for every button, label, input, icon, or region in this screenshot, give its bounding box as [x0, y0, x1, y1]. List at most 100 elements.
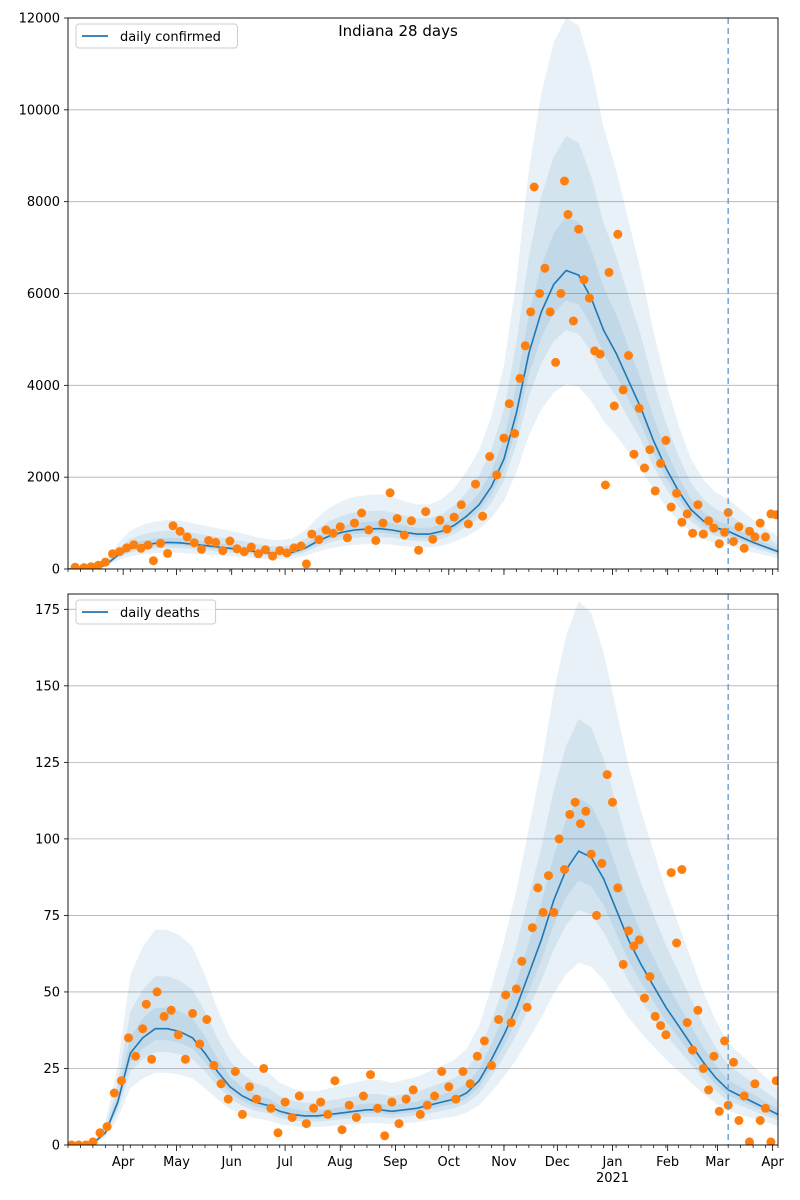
data-point: [709, 1051, 719, 1061]
data-point: [252, 1094, 262, 1104]
data-point: [522, 1002, 532, 1012]
data-point: [351, 1113, 361, 1122]
data-point: [492, 470, 502, 480]
data-point: [321, 525, 331, 535]
y-tick-label: 25: [43, 1062, 60, 1077]
data-point: [661, 435, 671, 445]
x-tick-label: Aug: [328, 1155, 353, 1170]
data-point: [173, 1030, 183, 1040]
data-point: [463, 519, 473, 529]
data-point: [618, 959, 628, 969]
uncertainty-band-3: [68, 798, 778, 1145]
data-point: [624, 351, 633, 360]
data-point: [545, 307, 555, 317]
data-point: [608, 797, 617, 807]
data-point: [745, 526, 754, 536]
data-point: [108, 549, 117, 559]
data-point: [309, 1103, 319, 1113]
plot-frame: [67, 593, 779, 1146]
data-point: [449, 512, 459, 522]
data-point: [720, 527, 730, 537]
data-point: [672, 488, 682, 498]
data-point: [81, 1140, 91, 1145]
data-point: [401, 1094, 411, 1104]
data-point: [245, 1082, 254, 1092]
data-point: [533, 883, 543, 893]
data-point: [273, 1128, 283, 1138]
data-point: [202, 1015, 212, 1024]
data-point: [560, 176, 569, 186]
data-point: [595, 349, 605, 359]
data-point: [70, 562, 80, 569]
data-point: [414, 545, 424, 555]
data-point: [472, 1051, 482, 1061]
data-point: [745, 1137, 754, 1145]
data-point: [88, 1137, 98, 1145]
data-point: [604, 267, 614, 277]
data-point: [109, 1088, 119, 1098]
data-point: [289, 543, 299, 553]
data-point: [471, 479, 480, 489]
data-point: [163, 548, 173, 558]
data-point: [677, 517, 687, 527]
data-point: [771, 510, 778, 520]
data-point: [237, 1109, 247, 1119]
data-point: [487, 1060, 496, 1070]
data-point: [223, 1094, 233, 1104]
data-point: [761, 1103, 770, 1113]
data-point: [656, 1021, 666, 1031]
data-point: [661, 1030, 671, 1040]
data-point: [428, 534, 438, 544]
data-point: [93, 560, 103, 569]
data-point: [766, 1137, 776, 1145]
y-tick-label: 150: [35, 679, 60, 694]
data-point: [504, 399, 514, 409]
data-point: [734, 1116, 744, 1125]
data-point: [698, 1064, 708, 1073]
legend-label: daily confirmed: [120, 30, 221, 45]
y-tick-label: 0: [52, 563, 60, 578]
data-point: [570, 797, 580, 807]
data-point: [138, 1024, 148, 1034]
uncertainty-band-2: [68, 718, 778, 1145]
data-point: [592, 910, 601, 920]
data-point: [750, 1079, 760, 1089]
data-point: [499, 433, 509, 443]
y-tick-label: 75: [43, 909, 60, 924]
data-point: [188, 1008, 198, 1018]
data-point: [166, 1005, 176, 1015]
data-point: [666, 502, 676, 512]
data-point: [693, 1005, 703, 1015]
data-point: [634, 935, 644, 945]
uncertainty-band-3: [68, 216, 778, 569]
data-point: [672, 938, 682, 948]
data-point: [225, 536, 235, 546]
data-point: [79, 563, 89, 569]
data-point: [640, 463, 649, 473]
data-point: [444, 1082, 454, 1092]
data-point: [656, 458, 666, 468]
data-point: [613, 229, 623, 239]
data-point: [677, 865, 687, 874]
data-point: [771, 1076, 778, 1086]
data-point: [485, 452, 495, 461]
data-point: [624, 926, 633, 936]
y-tick-label: 6000: [27, 287, 60, 302]
data-point: [501, 990, 511, 1000]
data-point: [511, 984, 521, 994]
data-point: [600, 480, 610, 490]
data-point: [74, 1140, 84, 1145]
data-point: [688, 528, 698, 538]
data-point: [337, 1125, 347, 1135]
x-tick-label: Apr: [761, 1155, 784, 1170]
data-point: [95, 1128, 105, 1138]
data-point: [68, 1140, 77, 1145]
x-tick-label: Oct: [438, 1155, 460, 1170]
data-point: [301, 1119, 311, 1129]
y-tick-label: 50: [43, 985, 60, 1000]
data-point: [704, 1085, 714, 1095]
plot-area: [68, 18, 778, 569]
data-point: [465, 1079, 475, 1089]
data-point: [640, 993, 649, 1003]
data-point: [116, 1076, 126, 1086]
